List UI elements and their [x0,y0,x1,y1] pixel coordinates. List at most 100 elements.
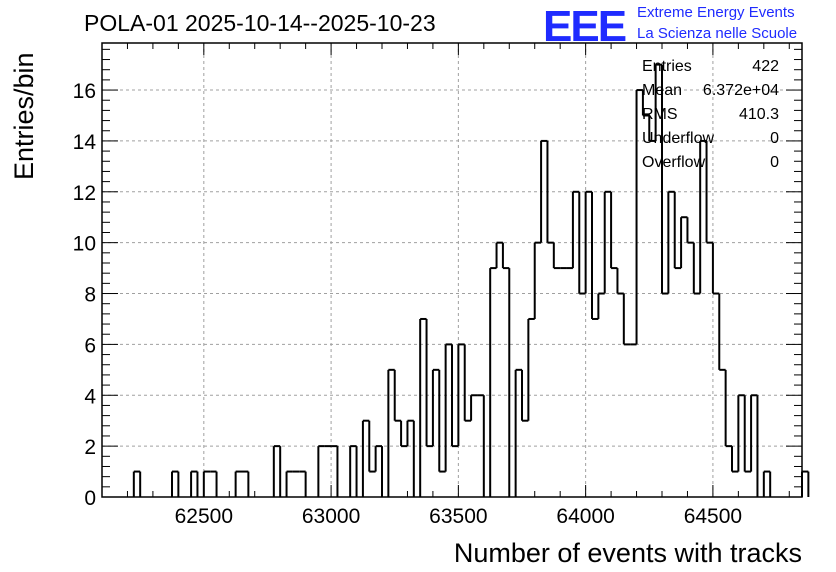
stats-label: Mean [642,82,683,99]
histogram-bin [457,343,465,447]
histogram-bin [641,90,650,117]
histogram-bin [406,419,414,447]
y-tick-label: 8 [84,284,96,307]
y-tick-label: 4 [84,385,96,408]
stats-row: Mean 6.372e+04 [642,82,779,106]
histogram-bin [711,242,720,295]
histogram-bin [202,470,211,497]
histogram-bin [705,140,713,244]
histogram-bin [591,191,599,320]
y-tick-label: 16 [73,80,96,103]
stats-label: RMS [642,106,678,123]
histogram-bin [521,369,529,422]
histogram-bin [686,217,694,244]
x-tick-label: 64000 [556,505,614,528]
histogram-bin [425,318,433,448]
y-tick-label: 10 [73,233,96,256]
histogram-bin [667,190,675,294]
histogram-bin [750,394,758,472]
histogram-bin [431,368,440,447]
stats-box: Entries 422 Mean 6.372e+04 RMS 410.3 Underflow… [642,58,779,178]
logo-text-line-1: Extreme Energy Events [637,4,795,21]
histogram-bin [616,268,624,295]
histogram-bin [673,191,682,270]
stats-row: Entries 422 [642,58,779,82]
histogram-bin [635,89,643,345]
histogram-bin [680,216,688,269]
eee-logo: EEE [543,2,627,51]
histogram-bin [654,63,662,141]
histogram-bin [514,368,522,497]
histogram-bin [699,139,707,294]
y-tick-label: 0 [84,487,96,510]
histogram-bin [470,394,478,421]
histogram-bin [743,395,752,473]
histogram-bin [533,241,542,319]
histogram-bin [648,115,656,142]
logo-text-line-2: La Scienza nelle Scuole [637,25,798,42]
histogram-bin [610,191,618,270]
stats-value: 0 [770,130,779,147]
stats-row: Overflow 0 [642,154,779,178]
y-axis-label: Entries/bin [9,52,39,180]
histogram-bin [603,190,612,294]
histogram-bin [393,369,402,422]
histogram-bin [737,394,745,472]
stats-row: RMS 410.3 [642,106,779,130]
stats-value: 422 [752,58,779,75]
histogram-layer [132,63,810,497]
x-tick-label: 62500 [175,505,233,528]
stats-row: Underflow 0 [642,130,779,154]
histogram-bin [584,190,592,294]
histogram-bin [731,446,739,473]
histogram-bin [349,445,357,497]
y-tick-label: 2 [84,436,96,459]
stats-value: 6.372e+04 [702,82,779,99]
x-tick-label: 63000 [302,505,360,528]
x-tick-label: 63500 [429,505,487,528]
stats-label: Overflow [642,154,706,171]
histogram-bin [661,64,669,295]
histogram-bin [190,470,198,497]
histogram-bin [285,470,293,497]
histogram-bin [368,420,376,473]
histogram-bin [463,344,472,422]
histogram-bin [438,369,446,473]
histogram-bin [578,191,586,295]
x-axis-label: Number of events with tracks [454,538,802,568]
stats-label: Underflow [642,130,715,147]
histogram-bin [419,317,427,497]
chart-title: POLA-01 2025-10-14--2025-10-23 [84,10,436,36]
histogram-bin [444,343,452,472]
histogram-bin [451,344,459,448]
stats-value: 410.3 [738,106,779,123]
y-tick-label: 6 [84,334,96,357]
histogram-bin [501,242,510,270]
histogram-bin [724,369,732,448]
histogram-bin [527,317,535,421]
axes-layer: 62500 63000 63500 64000 64500 0 2 4 6 8 10 12 14 16 [73,42,803,528]
histogram-bin [234,470,242,497]
histogram-bin [361,419,370,497]
histogram-bin [718,293,726,371]
histogram-bin [540,139,548,243]
histogram-bin [387,368,395,497]
histogram-bin [400,420,408,448]
histogram-bin [272,445,281,497]
y-tick-label: 14 [73,131,97,154]
plot-frame [101,42,803,498]
histogram-bin [622,293,631,346]
histogram-bin [597,292,605,319]
histogram-bin [489,267,497,497]
histogram-bin [495,241,503,269]
histogram-bin [374,445,382,472]
histogram-bin [552,242,561,270]
histogram-bin [571,190,580,269]
stats-value: 0 [770,154,779,171]
histogram-bin [692,242,701,295]
y-tick-label: 12 [73,182,96,205]
histogram-bin [171,470,179,497]
stats-label: Entries [642,58,692,75]
histogram-bin [132,470,141,497]
